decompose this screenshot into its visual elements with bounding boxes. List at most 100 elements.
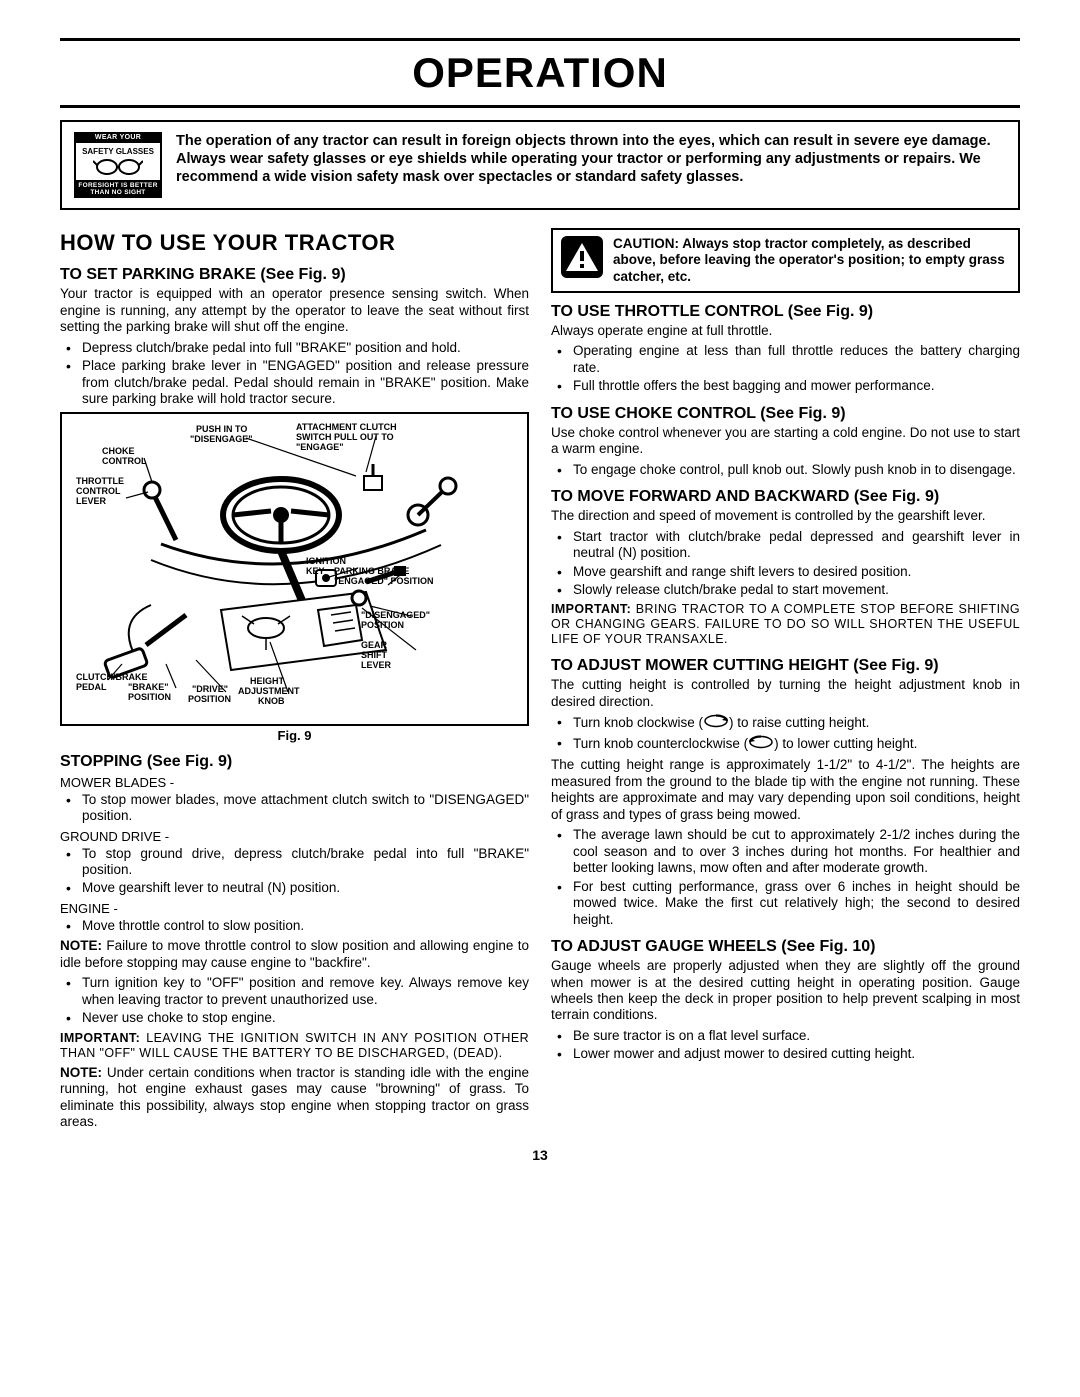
svg-text:PEDAL: PEDAL: [76, 682, 107, 692]
svg-text:"DISENGAGED": "DISENGAGED": [361, 610, 430, 620]
blades-bullets: To stop mower blades, move attachment cl…: [60, 792, 529, 825]
top-rule: [60, 38, 1020, 41]
safety-warning-text: The operation of any tractor can result …: [176, 132, 1006, 186]
move-important: IMPORTANT: BRING TRACTOR TO A COMPLETE S…: [551, 602, 1020, 647]
svg-text:CONTROL: CONTROL: [76, 486, 121, 496]
stopping-note2: NOTE: Under certain conditions when trac…: [60, 1065, 529, 1131]
badge-line3: FORESIGHT IS BETTER THAN NO SIGHT: [74, 180, 162, 198]
after-bullets: Turn ignition key to "OFF" position and …: [60, 975, 529, 1026]
ground-bullets: To stop ground drive, depress clutch/bra…: [60, 846, 529, 897]
gauge-bullets: Be sure tractor is on a flat level surfa…: [551, 1028, 1020, 1063]
list-item: Slowly release clutch/brake pedal to sta…: [573, 582, 1020, 598]
list-item: Full throttle offers the best bagging an…: [573, 378, 1020, 394]
throttle-intro: Always operate engine at full throttle.: [551, 323, 1020, 339]
svg-text:PUSH IN TO: PUSH IN TO: [196, 424, 247, 434]
stopping-heading: STOPPING (See Fig. 9): [60, 753, 529, 771]
badge-mid: SAFETY GLASSES: [74, 143, 162, 180]
svg-text:ADJUSTMENT: ADJUSTMENT: [238, 686, 300, 696]
list-item: Move gearshift and range shift levers to…: [573, 564, 1020, 580]
svg-text:ATTACHMENT CLUTCH: ATTACHMENT CLUTCH: [296, 422, 397, 432]
cut-height-heading: TO ADJUST MOWER CUTTING HEIGHT (See Fig.…: [551, 657, 1020, 675]
move-heading: TO MOVE FORWARD AND BACKWARD (See Fig. 9…: [551, 488, 1020, 506]
list-item: For best cutting performance, grass over…: [573, 879, 1020, 928]
safety-glasses-badge: WEAR YOUR SAFETY GLASSES FORESIGHT IS BE…: [74, 132, 162, 198]
list-item: Depress clutch/brake pedal into full "BR…: [82, 340, 529, 356]
list-item: Start tractor with clutch/brake pedal de…: [573, 529, 1020, 562]
page-title: OPERATION: [60, 49, 1020, 97]
svg-text:CLUTCH/BRAKE: CLUTCH/BRAKE: [76, 672, 148, 682]
svg-text:POSITION: POSITION: [188, 694, 231, 704]
parking-brake-heading: TO SET PARKING BRAKE (See Fig. 9): [60, 266, 529, 284]
choke-intro: Use choke control whenever you are start…: [551, 425, 1020, 458]
svg-text:SHIFT: SHIFT: [361, 650, 388, 660]
svg-text:"BRAKE": "BRAKE": [128, 682, 169, 692]
svg-text:"DRIVE": "DRIVE": [192, 684, 228, 694]
list-item: Move gearshift lever to neutral (N) posi…: [82, 880, 529, 896]
choke-bullets: To engage choke control, pull knob out. …: [551, 462, 1020, 478]
stopping-important: IMPORTANT: LEAVING THE IGNITION SWITCH I…: [60, 1031, 529, 1061]
cut-height-bullets1: Turn knob clockwise () to raise cutting …: [551, 714, 1020, 753]
counterclockwise-icon: [748, 735, 774, 753]
svg-text:SWITCH PULL OUT TO: SWITCH PULL OUT TO: [296, 432, 394, 442]
svg-text:THROTTLE: THROTTLE: [76, 476, 124, 486]
list-item: Turn knob counterclockwise () to lower c…: [573, 735, 1020, 753]
svg-text:HEIGHT: HEIGHT: [250, 676, 285, 686]
list-item: Be sure tractor is on a flat level surfa…: [573, 1028, 1020, 1044]
svg-text:LEVER: LEVER: [76, 496, 107, 506]
gauge-intro: Gauge wheels are properly adjusted when …: [551, 958, 1020, 1024]
badge-line1: WEAR YOUR: [74, 132, 162, 143]
glasses-icon: [93, 158, 143, 176]
ground-label: GROUND DRIVE -: [60, 829, 529, 844]
move-bullets: Start tractor with clutch/brake pedal de…: [551, 529, 1020, 599]
svg-text:POSITION: POSITION: [361, 620, 404, 630]
page: OPERATION WEAR YOUR SAFETY GLASSES FORES…: [0, 0, 1080, 1183]
svg-text:CHOKE: CHOKE: [102, 446, 135, 456]
move-intro: The direction and speed of movement is c…: [551, 508, 1020, 524]
right-column: CAUTION: Always stop tractor completely,…: [551, 228, 1020, 1134]
engine-label: ENGINE -: [60, 901, 529, 916]
throttle-bullets: Operating engine at less than full throt…: [551, 343, 1020, 394]
figure-9-caption: Fig. 9: [60, 728, 529, 743]
svg-text:LEVER: LEVER: [361, 660, 392, 670]
list-item: Turn knob clockwise () to raise cutting …: [573, 714, 1020, 732]
svg-text:KEY: KEY: [306, 566, 325, 576]
svg-text:PARKING BRAKE: PARKING BRAKE: [334, 566, 409, 576]
list-item: Lower mower and adjust mower to desired …: [573, 1046, 1020, 1062]
list-item: Turn ignition key to "OFF" position and …: [82, 975, 529, 1008]
list-item: Place parking brake lever in "ENGAGED" p…: [82, 358, 529, 407]
list-item: To stop mower blades, move attachment cl…: [82, 792, 529, 825]
engine-bullets: Move throttle control to slow position.: [60, 918, 529, 934]
figure-9: CHOKE CONTROL THROTTLE CONTROL LEVER PUS…: [60, 412, 529, 726]
clockwise-icon: [703, 714, 729, 732]
figure-9-diagram: CHOKE CONTROL THROTTLE CONTROL LEVER PUS…: [66, 420, 521, 720]
safety-warning-box: WEAR YOUR SAFETY GLASSES FORESIGHT IS BE…: [60, 120, 1020, 210]
left-column: HOW TO USE YOUR TRACTOR TO SET PARKING B…: [60, 228, 529, 1134]
list-item: Never use choke to stop engine.: [82, 1010, 529, 1026]
svg-text:"ENGAGED" POSITION: "ENGAGED" POSITION: [334, 576, 434, 586]
section-heading: HOW TO USE YOUR TRACTOR: [60, 230, 529, 256]
badge-line2: SAFETY GLASSES: [82, 147, 154, 156]
list-item: To engage choke control, pull knob out. …: [573, 462, 1020, 478]
list-item: The average lawn should be cut to approx…: [573, 827, 1020, 876]
svg-text:KNOB: KNOB: [258, 696, 285, 706]
caution-triangle-icon: [561, 236, 603, 278]
blades-label: MOWER BLADES -: [60, 775, 529, 790]
content-columns: HOW TO USE YOUR TRACTOR TO SET PARKING B…: [60, 228, 1020, 1134]
stopping-note1: NOTE: Failure to move throttle control t…: [60, 938, 529, 971]
gauge-heading: TO ADJUST GAUGE WHEELS (See Fig. 10): [551, 938, 1020, 956]
svg-text:"DISENGAGE": "DISENGAGE": [190, 434, 253, 444]
svg-text:CONTROL: CONTROL: [102, 456, 147, 466]
title-rule-bottom: [60, 105, 1020, 108]
choke-heading: TO USE CHOKE CONTROL (See Fig. 9): [551, 405, 1020, 423]
page-number: 13: [60, 1147, 1020, 1163]
svg-text:"ENGAGE": "ENGAGE": [296, 442, 344, 452]
list-item: To stop ground drive, depress clutch/bra…: [82, 846, 529, 879]
parking-intro: Your tractor is equipped with an operato…: [60, 286, 529, 335]
parking-bullets: Depress clutch/brake pedal into full "BR…: [60, 340, 529, 408]
cut-height-bullets2: The average lawn should be cut to approx…: [551, 827, 1020, 928]
throttle-heading: TO USE THROTTLE CONTROL (See Fig. 9): [551, 303, 1020, 321]
svg-text:IGNITION: IGNITION: [306, 556, 346, 566]
caution-box: CAUTION: Always stop tractor completely,…: [551, 228, 1020, 293]
cut-height-para2: The cutting height range is approximatel…: [551, 757, 1020, 823]
svg-text:GEAR: GEAR: [361, 640, 388, 650]
